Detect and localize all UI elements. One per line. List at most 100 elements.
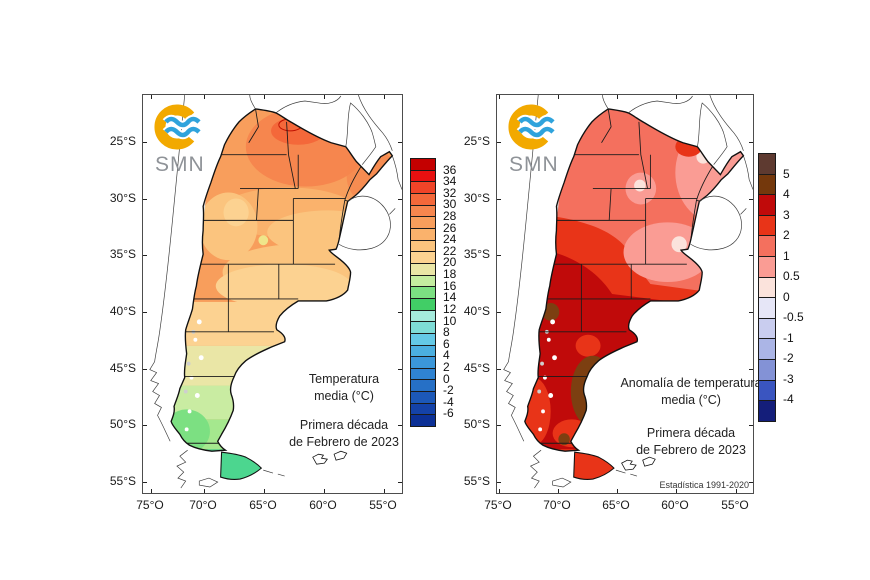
axis-tick <box>204 95 205 99</box>
colorbar-cell <box>411 239 435 252</box>
colorbar-label: 14 <box>443 290 457 304</box>
axis-tick <box>398 312 402 313</box>
lat-label: 55°S <box>463 474 490 488</box>
map-subtitle-line2: de Febrero de 2023 <box>636 443 746 457</box>
axis-tick <box>398 482 402 483</box>
lon-label: 70°O <box>543 498 571 512</box>
axis-tick <box>497 199 501 200</box>
colorbar-cell <box>411 332 435 345</box>
axis-tick <box>264 95 265 99</box>
colorbar-cell <box>411 367 435 380</box>
lat-axis: 25°S 30°S 35°S 40°S 45°S 50°S 55°S <box>98 94 138 492</box>
axis-tick <box>324 95 325 99</box>
colorbar-label: 24 <box>443 232 457 246</box>
smn-wave-icon <box>164 116 201 128</box>
axis-tick <box>497 425 501 426</box>
axis-tick <box>749 369 753 370</box>
smn-wave-icon <box>164 126 201 138</box>
smn-logo-ring-icon <box>508 104 557 150</box>
lat-label: 25°S <box>463 134 490 148</box>
axis-tick <box>749 312 753 313</box>
colorbar-cell <box>411 414 435 427</box>
colorbar-label: 30 <box>443 197 457 211</box>
colorbar-cell <box>759 338 775 360</box>
axis-tick <box>398 255 402 256</box>
axis-tick <box>749 199 753 200</box>
map-title-line1: Temperatura <box>308 372 380 386</box>
lon-label: 65°O <box>602 498 630 512</box>
lon-label: 60°O <box>661 498 689 512</box>
axis-tick <box>324 489 325 493</box>
axis-tick <box>384 489 385 493</box>
lon-label: 75°O <box>136 498 164 512</box>
map-title: Temperatura media (°C) <box>262 371 426 405</box>
lat-label: 35°S <box>463 247 490 261</box>
colorbar-cell <box>411 251 435 263</box>
axis-tick <box>497 482 501 483</box>
colorbar-cell <box>411 309 435 322</box>
axis-tick <box>143 199 147 200</box>
lon-label: 65°O <box>249 498 277 512</box>
malvinas-islands <box>621 456 656 471</box>
axis-tick <box>676 489 677 493</box>
colorbar-cell <box>411 344 435 357</box>
colorbar-cell <box>411 286 435 298</box>
lat-axis: 25°S 30°S 35°S 40°S 45°S 50°S 55°S <box>452 94 492 492</box>
colorbar-cell <box>411 379 435 392</box>
colorbar-cell <box>759 400 775 421</box>
colorbar-label: 2 <box>783 228 790 242</box>
colorbar-cell <box>411 204 435 217</box>
axis-tick <box>398 369 402 370</box>
colorbar-cell <box>759 173 775 195</box>
colorbar-label: -0.5 <box>783 310 804 324</box>
axis-tick <box>497 369 501 370</box>
axis-tick <box>497 312 501 313</box>
colorbar-cell <box>759 194 775 215</box>
lon-axis: 75°O 70°O 65°O 60°O 55°O <box>484 498 752 514</box>
colorbar-label: -3 <box>783 372 794 386</box>
smn-wave-icon <box>518 126 555 138</box>
lat-label: 50°S <box>463 417 490 431</box>
axis-tick <box>749 482 753 483</box>
axis-tick <box>736 95 737 99</box>
axis-tick <box>499 489 500 493</box>
colorbar-cell <box>759 359 775 380</box>
map-subtitle-line1: Primera década <box>646 426 736 440</box>
anomaly-colorbar <box>758 153 776 422</box>
statistics-period-note: Estadística 1991-2020 <box>659 480 749 490</box>
axis-tick <box>558 489 559 493</box>
lat-label: 40°S <box>463 304 490 318</box>
map-subtitle-line2: de Febrero de 2023 <box>289 435 399 449</box>
map-subtitle: Primera década de Febrero de 2023 <box>252 417 436 451</box>
colorbar-label: 4 <box>783 187 790 201</box>
lat-label: 35°S <box>109 247 136 261</box>
argentina-map-temperature <box>149 95 402 489</box>
axis-tick <box>143 142 147 143</box>
lon-label: 70°O <box>189 498 217 512</box>
axis-tick <box>497 255 501 256</box>
lon-label: 75°O <box>484 498 512 512</box>
axis-tick <box>143 312 147 313</box>
colorbar-label: 8 <box>443 325 450 339</box>
map-subtitle: Primera década de Febrero de 2023 <box>596 425 786 459</box>
smn-logo: SMN <box>153 103 229 187</box>
smn-wave-icon <box>518 116 555 128</box>
colorbar-cell <box>411 216 435 228</box>
colorbar-cell <box>411 356 435 368</box>
axis-tick <box>749 255 753 256</box>
temperature-colorbar <box>410 158 436 427</box>
lat-label: 45°S <box>463 361 490 375</box>
colorbar-label: -4 <box>783 392 794 406</box>
anomaly-colorbar-labels: 5 4 3 2 1 0.5 0 -0.5 -1 -2 -3 -4 <box>781 153 815 422</box>
axis-tick <box>143 482 147 483</box>
colorbar-label: 0 <box>783 290 790 304</box>
map-title: Anomalía de temperatura media (°C) <box>596 375 786 409</box>
axis-tick <box>749 425 753 426</box>
map-frame: SMN Anomalía de temperatura media (°C) P… <box>496 94 762 494</box>
colorbar-label: 28 <box>443 209 457 223</box>
colorbar-cell <box>759 214 775 236</box>
colorbar-cell <box>411 262 435 275</box>
colorbar-cell <box>411 169 435 182</box>
colorbar-label: -1 <box>783 331 794 345</box>
colorbar-label: 20 <box>443 255 457 269</box>
